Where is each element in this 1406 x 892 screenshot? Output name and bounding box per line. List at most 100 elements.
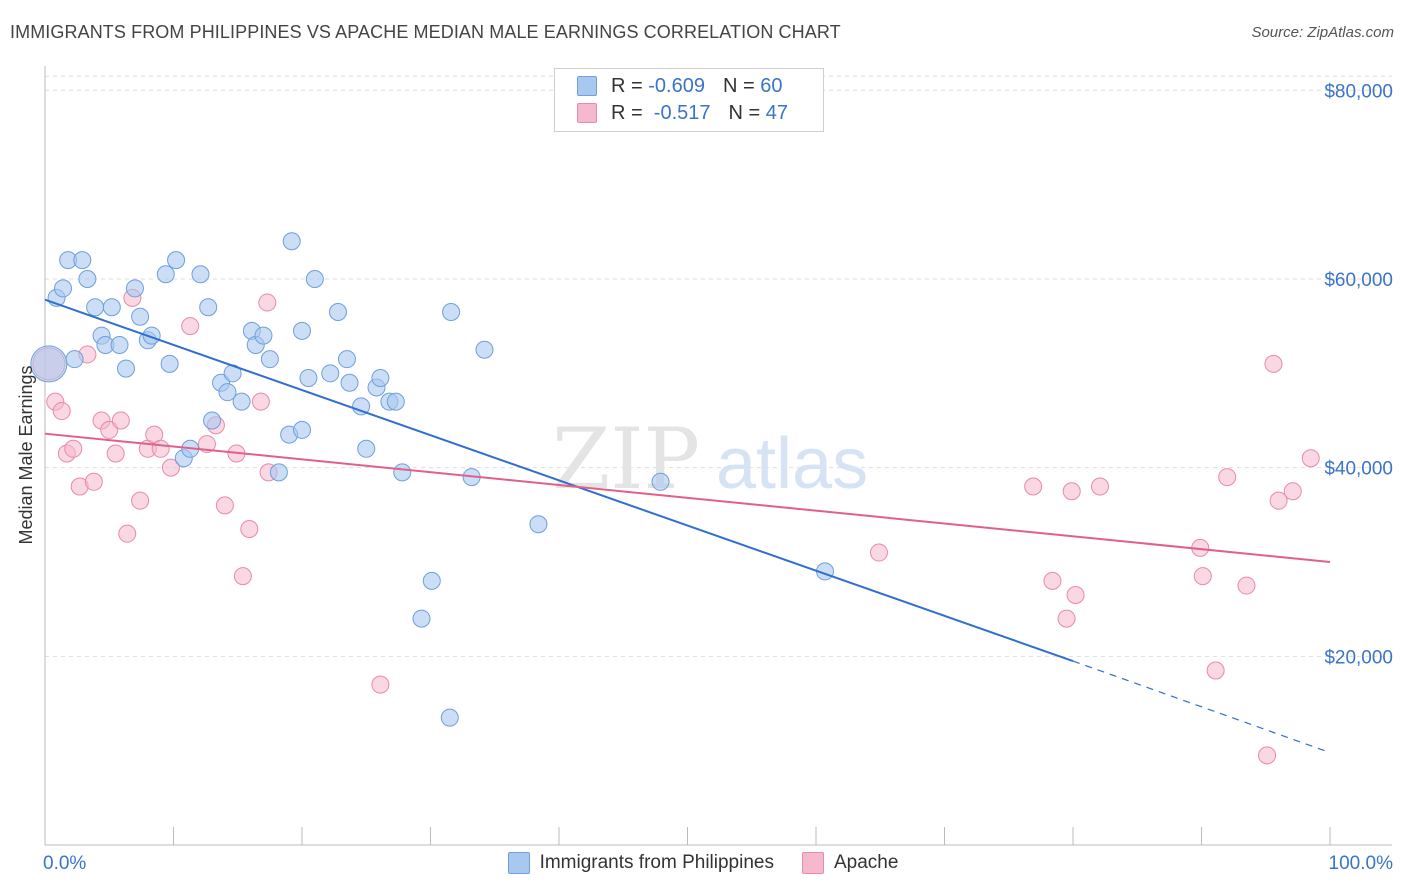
legend-r-value: -0.517 [648,101,711,124]
apache-point [1301,449,1320,468]
legend-n-label: N = [722,74,761,97]
philippines-point [357,439,376,458]
legend-swatch-pink [801,852,824,874]
apache-point [1283,482,1302,501]
x-tick-label: 100.0% [1329,853,1394,874]
philippines-point [191,265,210,284]
apache-point [1043,571,1062,590]
philippines-point [651,472,670,491]
apache-point [131,491,150,510]
apache-point [251,392,270,411]
legend-label-philippines: Immigrants from Philippines [539,852,774,873]
apache-point [1218,468,1237,487]
philippines-point [386,392,405,411]
philippines-trend-extension [1072,660,1331,754]
apache-point [1237,576,1256,595]
legend-swatch-blue [577,76,597,96]
philippines-point [116,359,135,378]
legend-item-philippines: Immigrants from Philippines [507,852,774,874]
apache-point [52,402,71,421]
apache-point [1066,586,1085,605]
philippines-point [442,302,461,321]
apache-point [1057,609,1076,628]
philippines-point [328,302,347,321]
legend-row-apache: R = -0.517 N = 47 [577,100,788,126]
philippines-point [260,350,279,369]
apache-point [1269,491,1288,510]
philippines-point [269,463,288,482]
legend-n-label: N = [728,101,766,124]
philippines-point [160,354,179,373]
philippines-point [131,307,150,326]
apache-point [1024,477,1043,496]
philippines-point [218,383,237,402]
philippines-point [203,411,222,430]
philippines-point [337,350,356,369]
apache-point [64,439,83,458]
apache-point [151,439,170,458]
apache-point [1090,477,1109,496]
legend-swatch-blue [507,852,530,874]
philippines-point [352,397,371,416]
philippines-point [53,279,72,298]
apache-point [1264,354,1283,373]
philippines-point [156,265,175,284]
watermark-zip: ZIP [552,410,700,508]
watermark: ZIP atlas [552,410,868,508]
apache-trend-line [44,432,1331,563]
apache-point [869,543,888,562]
legend-r-label: R = [611,74,649,97]
philippines-point [529,515,548,534]
axes [44,66,1392,846]
philippines-point [371,369,390,388]
philippines-point [393,463,412,482]
philippines-point [440,708,459,727]
legend-item-apache: Apache [801,852,899,874]
philippines-point [73,251,92,270]
philippines-point [125,279,144,298]
philippines-point [102,298,121,317]
y-axis-label: Median Male Earnings [16,365,36,544]
y-tick-label: $80,000 [1324,81,1393,102]
apache-point [240,519,259,538]
philippines-point [254,326,273,345]
legend-row-philippines: R = -0.609 N = 60 [577,73,782,99]
legend-swatch-pink [577,103,597,123]
philippines-point [110,336,129,355]
tick-labels: $20,000 $40,000 $60,000 $80,000 0.0% 100.0% Me… [16,81,1393,874]
philippines-point [199,298,218,317]
apache-point [111,411,130,430]
philippines-point [305,269,324,288]
apache-point [161,458,180,477]
philippines-point [142,326,161,345]
series-legend: Immigrants from Philippines Apache [0,852,1406,874]
trend-lines [44,298,1331,754]
apache-point [233,567,252,586]
philippines-point [299,369,318,388]
apache-point [118,524,137,543]
apache-point [1062,482,1081,501]
philippines-point [475,340,494,359]
philippines-point [340,373,359,392]
watermark-atlas: atlas [716,424,868,504]
apache-point [181,317,200,336]
apache-point [371,675,390,694]
apache-point [84,472,103,491]
philippines-points [30,232,834,727]
philippines-point [282,232,301,251]
apache-point [215,496,234,515]
y-tick-label: $60,000 [1324,270,1393,291]
legend-n-value: 60 [760,74,783,97]
apache-point [1206,661,1225,680]
y-tick-label: $20,000 [1324,647,1393,668]
philippines-trend-line [44,298,1074,662]
y-tick-label: $40,000 [1324,459,1393,480]
apache-point [258,293,277,312]
legend-n-value: 47 [765,101,789,124]
legend-label-apache: Apache [833,852,899,873]
philippines-point [86,298,105,317]
correlation-legend: R = -0.609 N = 60 R = -0.517 N = 47 [554,68,824,132]
philippines-point [412,609,431,628]
chart-title: IMMIGRANTS FROM PHILIPPINES VS APACHE ME… [10,22,841,42]
